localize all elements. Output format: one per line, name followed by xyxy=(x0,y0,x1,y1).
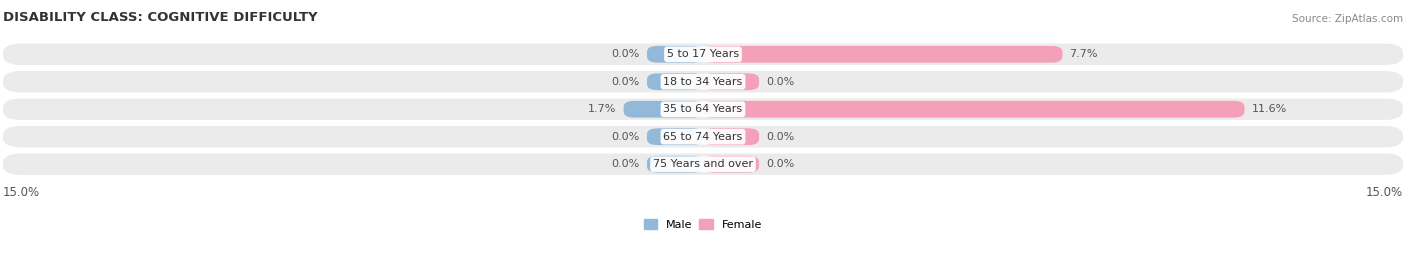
FancyBboxPatch shape xyxy=(3,44,1403,65)
FancyBboxPatch shape xyxy=(703,101,1244,118)
Text: 15.0%: 15.0% xyxy=(1367,186,1403,199)
Text: 0.0%: 0.0% xyxy=(612,159,640,169)
Text: 0.0%: 0.0% xyxy=(766,159,794,169)
FancyBboxPatch shape xyxy=(647,156,703,173)
FancyBboxPatch shape xyxy=(3,126,1403,147)
Text: 35 to 64 Years: 35 to 64 Years xyxy=(664,104,742,114)
Text: 65 to 74 Years: 65 to 74 Years xyxy=(664,132,742,142)
Text: DISABILITY CLASS: COGNITIVE DIFFICULTY: DISABILITY CLASS: COGNITIVE DIFFICULTY xyxy=(3,11,318,24)
Text: 0.0%: 0.0% xyxy=(766,77,794,87)
Text: 15.0%: 15.0% xyxy=(3,186,39,199)
FancyBboxPatch shape xyxy=(703,128,759,145)
FancyBboxPatch shape xyxy=(703,156,759,173)
FancyBboxPatch shape xyxy=(3,99,1403,120)
Text: 7.7%: 7.7% xyxy=(1070,49,1098,59)
FancyBboxPatch shape xyxy=(624,101,703,118)
Text: 0.0%: 0.0% xyxy=(612,132,640,142)
FancyBboxPatch shape xyxy=(647,73,703,90)
FancyBboxPatch shape xyxy=(647,128,703,145)
FancyBboxPatch shape xyxy=(703,46,1063,63)
Text: 0.0%: 0.0% xyxy=(612,77,640,87)
Text: 5 to 17 Years: 5 to 17 Years xyxy=(666,49,740,59)
Text: 1.7%: 1.7% xyxy=(588,104,617,114)
FancyBboxPatch shape xyxy=(3,154,1403,175)
Text: 11.6%: 11.6% xyxy=(1251,104,1286,114)
Legend: Male, Female: Male, Female xyxy=(640,215,766,234)
Text: 0.0%: 0.0% xyxy=(766,132,794,142)
Text: 0.0%: 0.0% xyxy=(612,49,640,59)
Text: 75 Years and over: 75 Years and over xyxy=(652,159,754,169)
Text: 18 to 34 Years: 18 to 34 Years xyxy=(664,77,742,87)
FancyBboxPatch shape xyxy=(703,73,759,90)
FancyBboxPatch shape xyxy=(647,46,703,63)
FancyBboxPatch shape xyxy=(3,71,1403,92)
Text: Source: ZipAtlas.com: Source: ZipAtlas.com xyxy=(1292,14,1403,24)
